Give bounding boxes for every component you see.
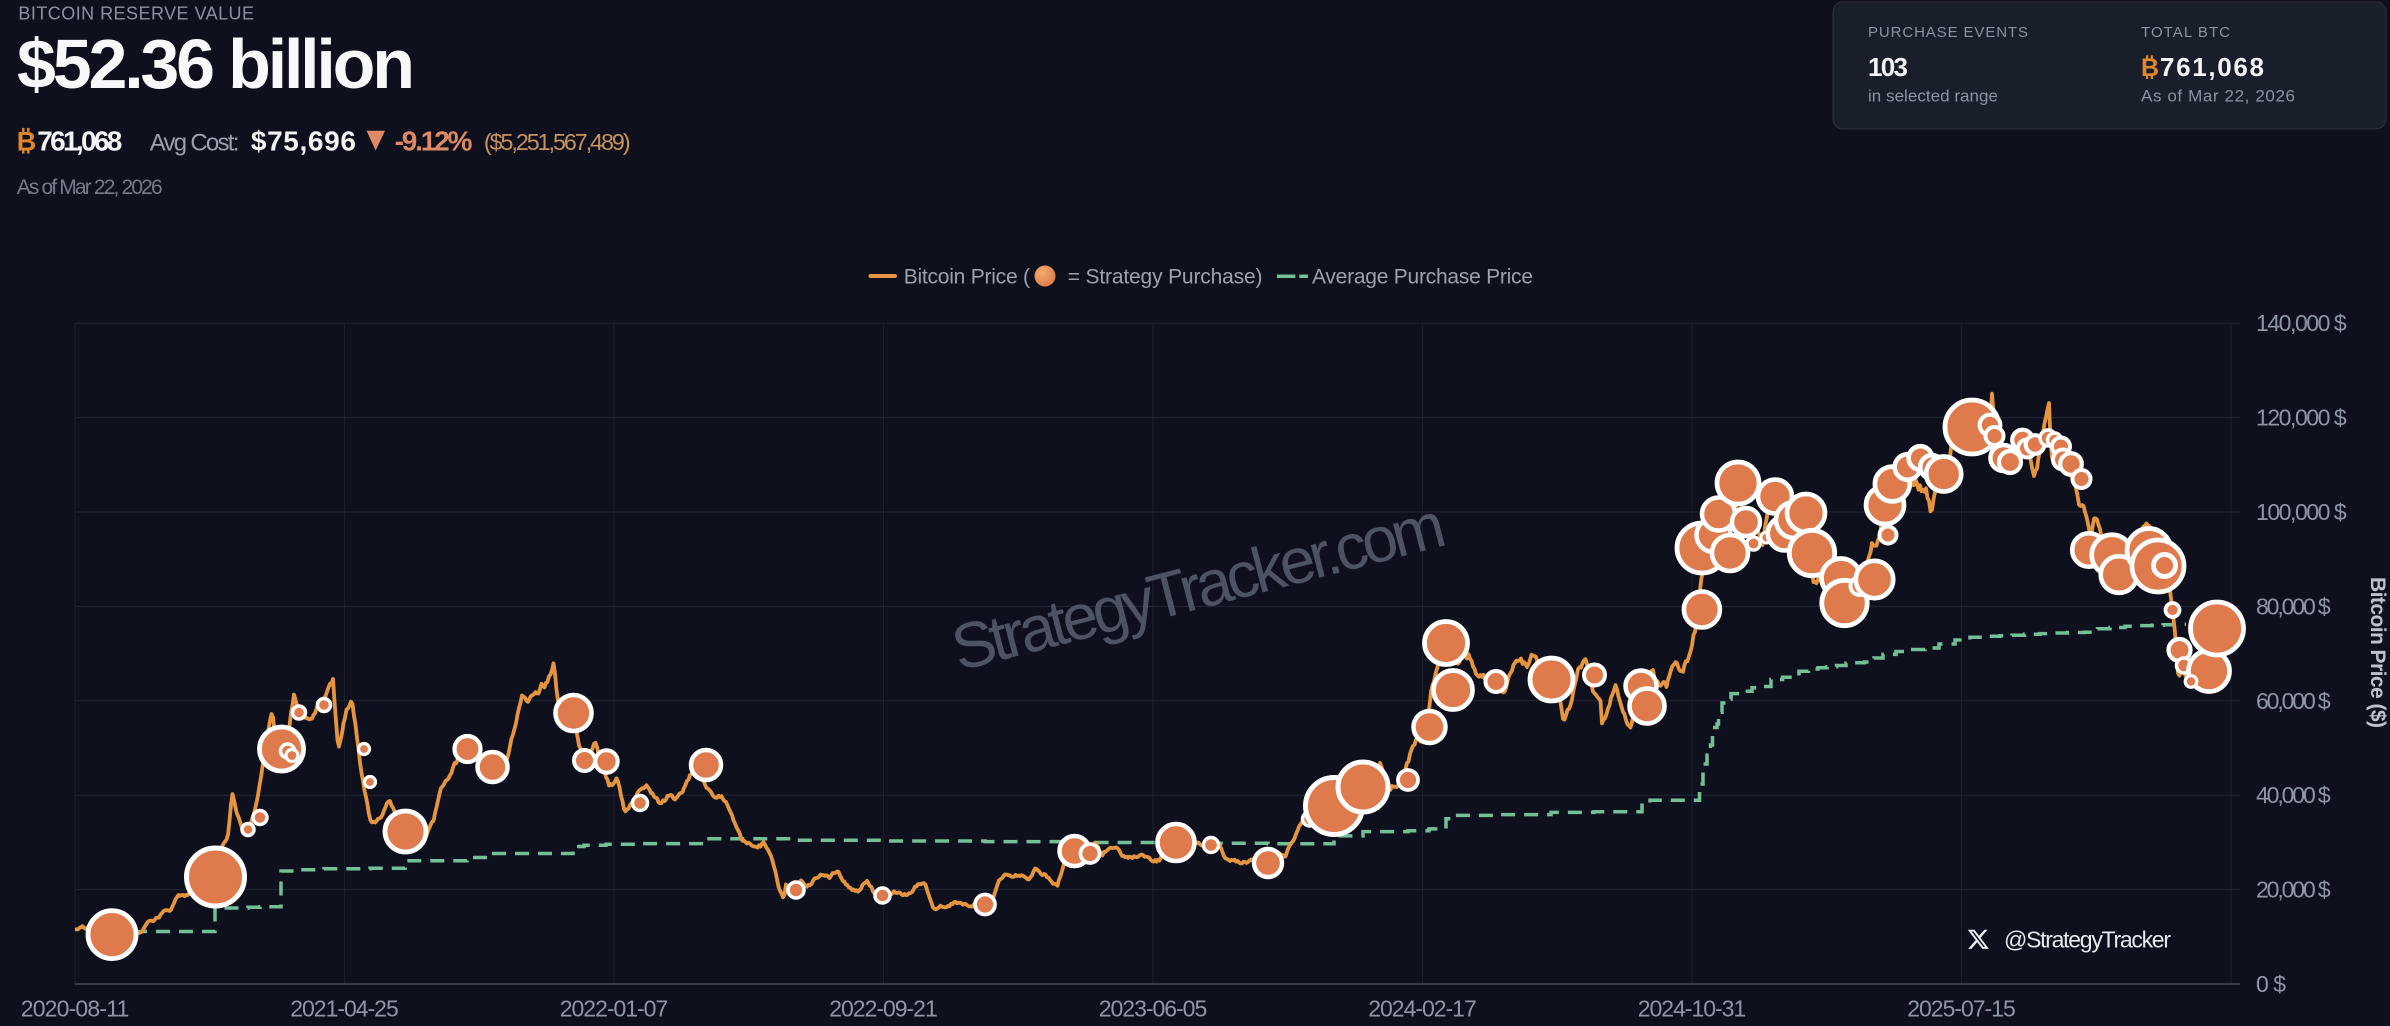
svg-text:140,000 $: 140,000 $: [2256, 310, 2347, 336]
svg-text:($5,251,567,489): ($5,251,567,489): [484, 129, 631, 155]
svg-text:$75,696: $75,696: [251, 126, 356, 157]
svg-text:Bitcoin Price ($): Bitcoin Price ($): [2366, 577, 2389, 728]
svg-text:60,000 $: 60,000 $: [2256, 688, 2331, 714]
svg-text:20,000 $: 20,000 $: [2256, 877, 2331, 903]
svg-text:= Strategy Purchase): = Strategy Purchase): [1068, 266, 1263, 289]
svg-text:B: B: [17, 127, 37, 157]
svg-text:Bitcoin Price (: Bitcoin Price (: [904, 266, 1030, 289]
svg-text:2022-01-07: 2022-01-07: [560, 996, 669, 1022]
svg-text:2023-06-05: 2023-06-05: [1099, 996, 1208, 1022]
svg-text:TOTAL BTC: TOTAL BTC: [2141, 24, 2230, 41]
svg-text:in selected range: in selected range: [1868, 87, 1998, 106]
svg-text:@StrategyTracker: @StrategyTracker: [2004, 927, 2171, 953]
svg-text:2022-09-21: 2022-09-21: [829, 996, 938, 1022]
svg-text:PURCHASE EVENTS: PURCHASE EVENTS: [1868, 24, 2028, 41]
svg-text:761,068: 761,068: [37, 126, 122, 157]
svg-text:Average Purchase Price: Average Purchase Price: [1312, 266, 1533, 289]
svg-text:-9.12%: -9.12%: [395, 126, 473, 157]
svg-text:As of Mar 22, 2026: As of Mar 22, 2026: [2141, 87, 2295, 106]
svg-text:2021-04-25: 2021-04-25: [290, 996, 399, 1022]
svg-text:Avg Cost:: Avg Cost:: [150, 130, 240, 157]
svg-text:0 $: 0 $: [2256, 971, 2286, 997]
svg-text:2025-07-15: 2025-07-15: [1907, 996, 2016, 1022]
svg-text:B: B: [2141, 54, 2159, 82]
svg-text:As of Mar 22, 2026: As of Mar 22, 2026: [17, 176, 163, 199]
svg-text:2020-08-11: 2020-08-11: [21, 996, 130, 1022]
svg-text:120,000 $: 120,000 $: [2256, 405, 2347, 431]
svg-text:BITCOIN RESERVE VALUE: BITCOIN RESERVE VALUE: [18, 4, 254, 24]
svg-text:761,068: 761,068: [2160, 52, 2264, 82]
svg-text:40,000 $: 40,000 $: [2256, 782, 2331, 808]
svg-text:2024-10-31: 2024-10-31: [1638, 996, 1747, 1022]
svg-text:80,000 $: 80,000 $: [2256, 593, 2331, 619]
svg-text:100,000 $: 100,000 $: [2256, 499, 2347, 525]
svg-text:2024-02-17: 2024-02-17: [1368, 996, 1477, 1022]
svg-text:103: 103: [1868, 52, 1908, 82]
svg-text:$52.36 billion: $52.36 billion: [17, 25, 415, 103]
